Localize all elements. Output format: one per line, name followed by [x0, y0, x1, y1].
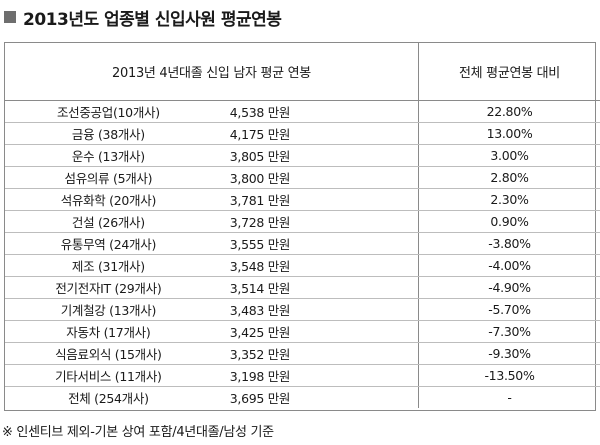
industry-cell: 조선중공업(10개사) [5, 100, 212, 123]
salary-cell: 3,805 만원 [211, 144, 419, 167]
industry-cell: 식음료외식 (15개사) [5, 342, 212, 365]
title-text: 2013년도 업종별 신입사원 평균연봉 [23, 9, 282, 30]
table-body: 조선중공업(10개사) 4,538 만원 22.80% 금융 (38개사) 4,175 … [5, 100, 600, 408]
ratio-cell: 0.90% [418, 210, 600, 233]
ratio-cell: -4.00% [418, 254, 600, 277]
ratio-cell: 22.80% [418, 100, 600, 123]
table-row: 기계철강 (13개사) 3,483 만원 -5.70% [5, 298, 600, 321]
title-square-icon [4, 11, 16, 23]
ratio-cell: -4.90% [418, 276, 600, 299]
table-row: 금융 (38개사) 4,175 만원 13.00% [5, 122, 600, 145]
footnote: ※ 인센티브 제외-기본 상여 포함/4년대졸/남성 기준 [2, 425, 274, 440]
salary-cell: 3,514 만원 [211, 276, 419, 299]
salary-cell: 3,425 만원 [211, 320, 419, 343]
salary-cell: 4,175 만원 [211, 122, 419, 145]
salary-cell: 3,555 만원 [211, 232, 419, 255]
industry-cell: 자동차 (17개사) [5, 320, 212, 343]
table-header-row: 2013년 4년대졸 신입 남자 평균 연봉 전체 평균연봉 대비 [5, 43, 600, 101]
ratio-cell: -5.70% [418, 298, 600, 321]
table-row: 유통무역 (24개사) 3,555 만원 -3.80% [5, 232, 600, 255]
table-row: 전기전자IT (29개사) 3,514 만원 -4.90% [5, 276, 600, 299]
salary-table: 2013년 4년대졸 신입 남자 평균 연봉 전체 평균연봉 대비 조선중공업(… [5, 43, 600, 408]
salary-cell: 3,800 만원 [211, 166, 419, 189]
ratio-cell: 2.30% [418, 188, 600, 211]
salary-cell: 3,728 만원 [211, 210, 419, 233]
salary-cell: 4,538 만원 [211, 100, 419, 123]
salary-cell: 3,352 만원 [211, 342, 419, 365]
table-row: 자동차 (17개사) 3,425 만원 -7.30% [5, 320, 600, 343]
table-row: 기타서비스 (11개사) 3,198 만원 -13.50% [5, 364, 600, 387]
table-row: 제조 (31개사) 3,548 만원 -4.00% [5, 254, 600, 277]
industry-cell: 제조 (31개사) [5, 254, 212, 277]
industry-cell: 유통무역 (24개사) [5, 232, 212, 255]
salary-table-panel: 2013년 4년대졸 신입 남자 평균 연봉 전체 평균연봉 대비 조선중공업(… [4, 42, 600, 411]
ratio-cell: -13.50% [418, 364, 600, 387]
salary-cell: 3,198 만원 [211, 364, 419, 387]
industry-cell: 건설 (26개사) [5, 210, 212, 233]
ratio-cell: 3.00% [418, 144, 600, 167]
industry-cell: 전체 (254개사) [68, 391, 149, 406]
ratio-cell: -3.80% [418, 232, 600, 255]
page-title: 2013년도 업종별 신입사원 평균연봉 [4, 4, 282, 30]
salary-cell: 3,548 만원 [211, 254, 419, 277]
salary-cell: 3,695 만원 [211, 386, 419, 408]
industry-cell: 섬유의류 (5개사) [5, 166, 212, 189]
table-row: 섬유의류 (5개사) 3,800 만원 2.80% [5, 166, 600, 189]
industry-cell: 기계철강 (13개사) [5, 298, 212, 321]
ratio-cell: - [507, 390, 512, 405]
ratio-cell: 13.00% [418, 122, 600, 145]
table-row: 운수 (13개사) 3,805 만원 3.00% [5, 144, 600, 167]
table-row: 건설 (26개사) 3,728 만원 0.90% [5, 210, 600, 233]
ratio-cell: 2.80% [418, 166, 600, 189]
industry-cell: 전기전자IT (29개사) [5, 276, 212, 299]
header-vs-total: 전체 평균연봉 대비 [418, 43, 600, 101]
industry-cell: 기타서비스 (11개사) [5, 364, 212, 387]
ratio-cell: -9.30% [418, 342, 600, 365]
header-avg-salary: 2013년 4년대졸 신입 남자 평균 연봉 [5, 43, 419, 101]
table-row: 식음료외식 (15개사) 3,352 만원 -9.30% [5, 342, 600, 365]
table-row: 조선중공업(10개사) 4,538 만원 22.80% [5, 100, 600, 123]
table-row: 석유화학 (20개사) 3,781 만원 2.30% [5, 188, 600, 211]
ratio-cell: -7.30% [418, 320, 600, 343]
salary-cell: 3,781 만원 [211, 188, 419, 211]
industry-cell: 금융 (38개사) [5, 122, 212, 145]
salary-cell: 3,483 만원 [211, 298, 419, 321]
industry-cell: 석유화학 (20개사) [5, 188, 212, 211]
industry-cell: 운수 (13개사) [5, 144, 212, 167]
table-row: 전체 (254개사) 3,695 만원 - [5, 386, 600, 408]
